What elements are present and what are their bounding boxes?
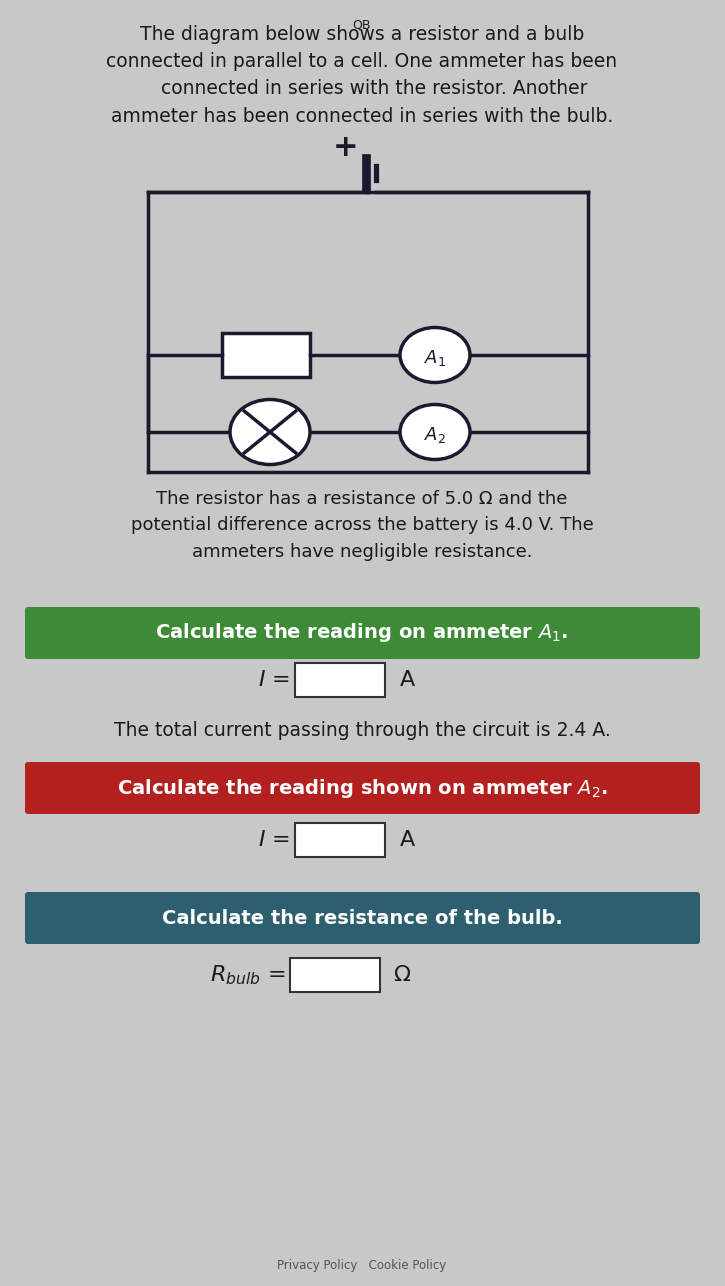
Text: A: A: [400, 829, 415, 850]
FancyBboxPatch shape: [25, 607, 700, 658]
Text: Calculate the reading shown on ammeter $A_2$.: Calculate the reading shown on ammeter $…: [117, 777, 608, 800]
Text: The total current passing through the circuit is 2.4 A.: The total current passing through the ci…: [114, 720, 610, 739]
Text: Ω: Ω: [393, 964, 410, 985]
Text: A: A: [400, 670, 415, 691]
Ellipse shape: [400, 405, 470, 459]
Bar: [222, 333, 310, 377]
Ellipse shape: [400, 328, 470, 382]
Text: Calculate the resistance of the bulb.: Calculate the resistance of the bulb.: [162, 908, 563, 927]
Text: Calculate the reading on ammeter $A_1$.: Calculate the reading on ammeter $A_1$.: [155, 621, 568, 644]
FancyBboxPatch shape: [25, 763, 700, 814]
Text: Privacy Policy   Cookie Policy: Privacy Policy Cookie Policy: [278, 1259, 447, 1272]
Bar: [295, 664, 385, 697]
Text: QB: QB: [353, 18, 371, 31]
Bar: [290, 958, 380, 992]
FancyBboxPatch shape: [25, 892, 700, 944]
Text: The resistor has a resistance of 5.0 Ω and the
potential difference across the b: The resistor has a resistance of 5.0 Ω a…: [130, 490, 593, 561]
Ellipse shape: [230, 400, 310, 464]
Bar: [295, 823, 385, 856]
Text: +: +: [334, 134, 359, 162]
Text: $R_{bulb}$ =: $R_{bulb}$ =: [210, 963, 285, 986]
Text: The diagram below shows a resistor and a bulb
connected in parallel to a cell. O: The diagram below shows a resistor and a…: [107, 24, 618, 126]
Text: $A_1$: $A_1$: [424, 349, 446, 368]
Text: $I$ =: $I$ =: [258, 670, 290, 691]
Text: $A_2$: $A_2$: [424, 424, 446, 445]
Text: $I$ =: $I$ =: [258, 829, 290, 850]
